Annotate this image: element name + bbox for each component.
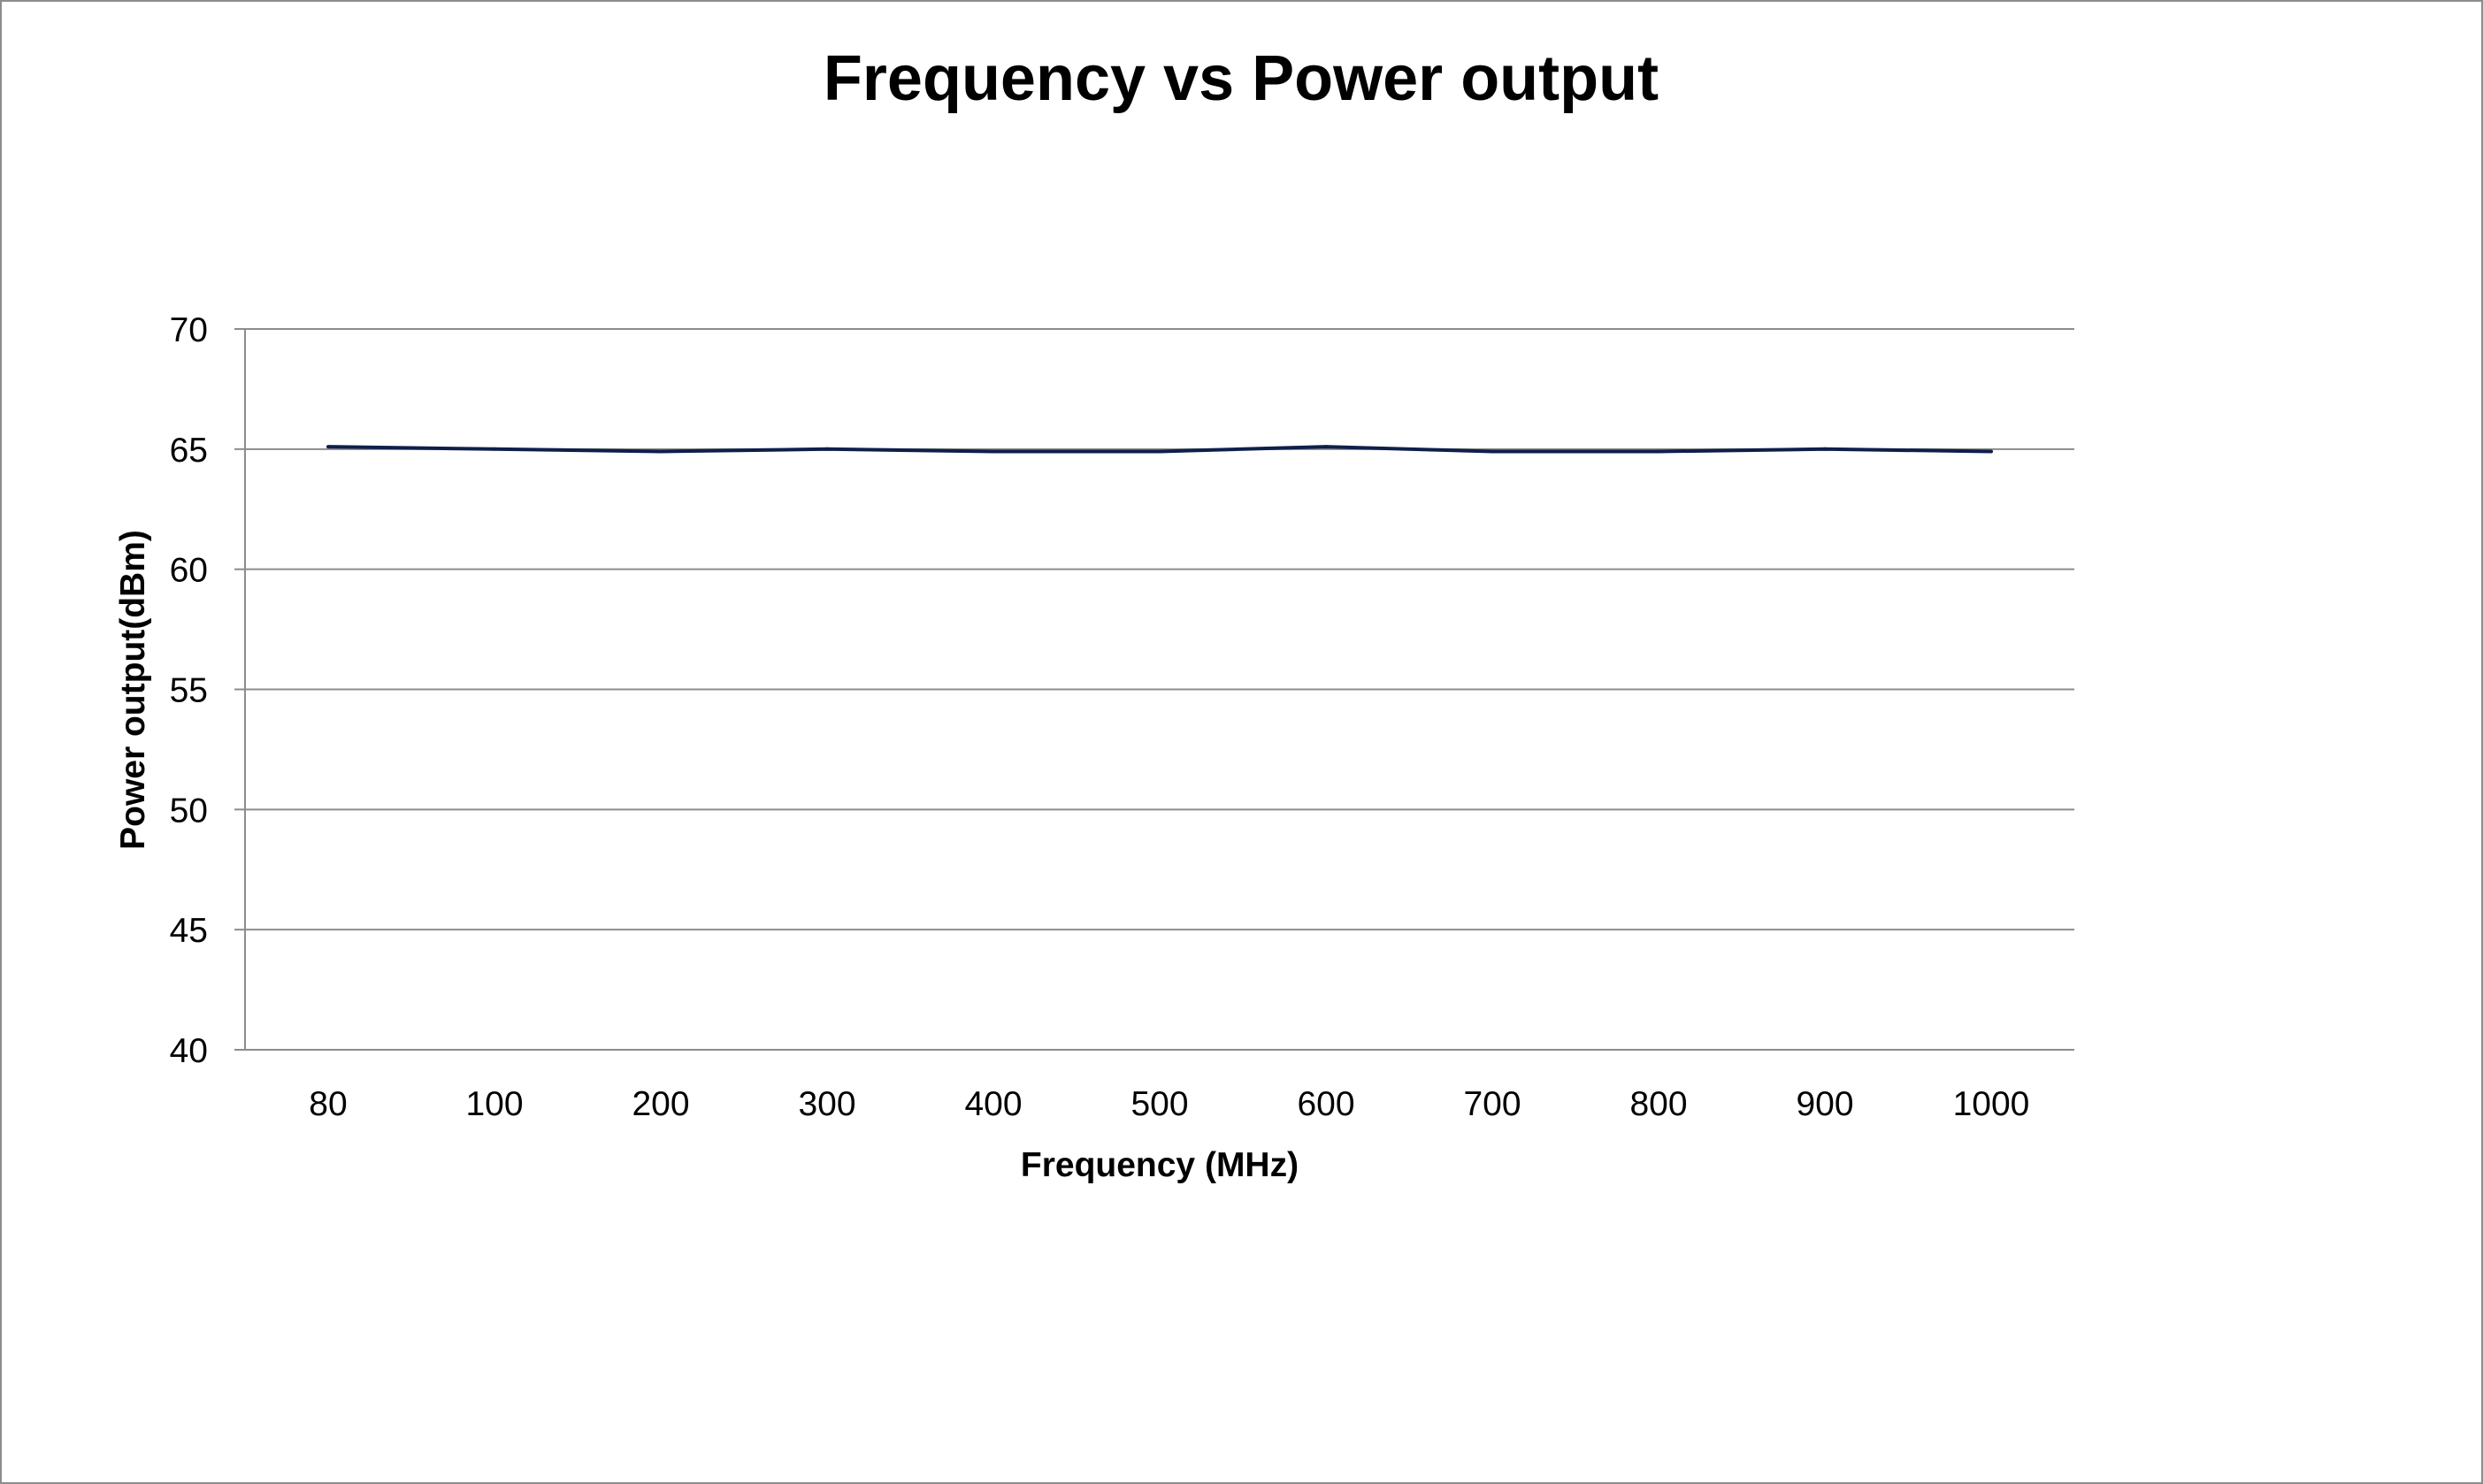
- y-tick-label: 65: [170, 432, 208, 470]
- x-tick-label: 800: [1629, 1085, 1687, 1123]
- x-tick-label: 500: [1130, 1085, 1188, 1123]
- data-point: [825, 447, 829, 451]
- data-point: [493, 447, 496, 451]
- x-axis-title: Frequency (MHz): [1021, 1146, 1299, 1184]
- x-tick-label: 1000: [1953, 1085, 2030, 1123]
- y-tick-labels: 40 45 50 55 60 65 70: [170, 311, 208, 1070]
- x-tick-label: 100: [465, 1085, 523, 1123]
- data-point: [992, 449, 995, 454]
- data-point: [1989, 449, 1993, 454]
- x-tick-label: 200: [632, 1085, 689, 1123]
- data-point: [1823, 447, 1827, 451]
- y-tick-label: 55: [170, 672, 208, 710]
- x-tick-label: 80: [309, 1085, 347, 1123]
- x-tick-label: 600: [1297, 1085, 1354, 1123]
- y-tick-label: 40: [170, 1032, 208, 1070]
- data-point: [659, 449, 663, 454]
- x-tick-label: 700: [1463, 1085, 1521, 1123]
- x-tick-label: 400: [964, 1085, 1022, 1123]
- y-tick-label: 45: [170, 912, 208, 950]
- data-point: [1158, 449, 1161, 454]
- axes: [234, 328, 2074, 1051]
- data-point: [1324, 445, 1328, 449]
- x-tick-label: 900: [1796, 1085, 1853, 1123]
- x-tick-label: 300: [798, 1085, 855, 1123]
- data-point: [1491, 449, 1494, 454]
- y-axis-title: Power output(dBm): [114, 530, 152, 850]
- series-lines: [326, 445, 1993, 454]
- y-tick-label: 70: [170, 311, 208, 349]
- y-tick-label: 50: [170, 792, 208, 830]
- x-tick-labels: 80 100 200 300 400 500 600 700 800 900 1000: [309, 1085, 2029, 1123]
- chart-title: Frequency vs Power output: [824, 43, 1659, 114]
- gridlines: [245, 328, 2074, 931]
- data-point: [326, 445, 330, 449]
- data-point: [1657, 449, 1660, 454]
- y-tick-label: 60: [170, 552, 208, 590]
